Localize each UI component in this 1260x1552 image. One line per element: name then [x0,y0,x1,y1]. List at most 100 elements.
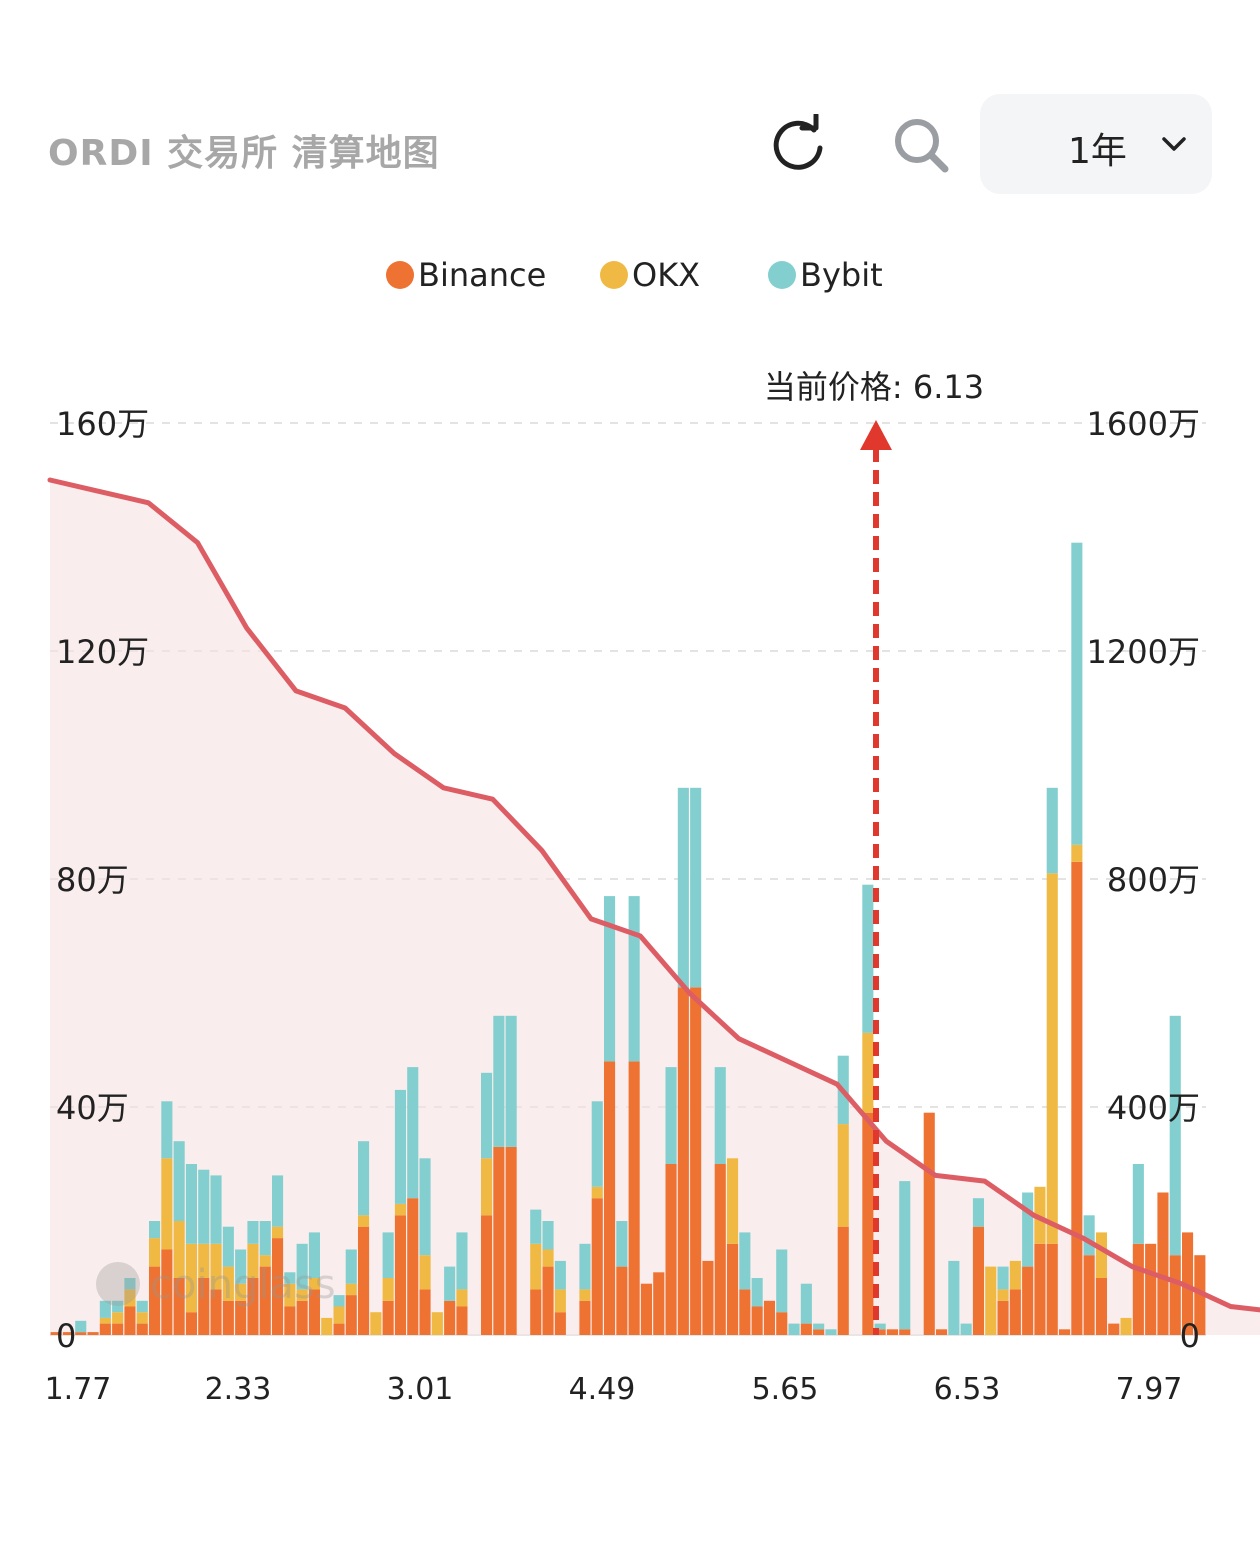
legend-item-bybit[interactable]: Bybit [768,252,883,298]
bar-bybit-77 [997,1266,1009,1290]
bar-binance-91 [1169,1255,1181,1335]
bar-okx-22 [321,1317,333,1335]
legend-item-binance[interactable]: Binance [386,252,546,298]
x-tick-6: 7.97 [1116,1372,1183,1407]
bar-bybit-7 [136,1300,148,1313]
bar-bybit-18 [272,1175,284,1227]
bar-okx-40 [542,1249,554,1267]
x-tick-1: 2.33 [205,1372,272,1407]
bar-bybit-43 [579,1243,591,1290]
bar-binance-5 [112,1323,124,1335]
bar-binance-92 [1182,1232,1194,1335]
bar-binance-30 [419,1289,431,1335]
search-button[interactable] [890,114,954,178]
bar-okx-81 [1046,873,1058,1244]
bar-okx-8 [149,1238,161,1267]
bar-bybit-21 [308,1232,320,1278]
bar-binance-85 [1095,1278,1107,1335]
bar-binance-51 [677,987,689,1335]
bar-bybit-32 [444,1266,456,1301]
bar-okx-7 [136,1312,148,1324]
bar-okx-78 [1009,1260,1021,1290]
bar-okx-35 [481,1158,493,1216]
bar-binance-23 [333,1323,345,1335]
bar-okx-66 [862,1032,874,1113]
bar-bybit-16 [247,1221,259,1244]
bar-bybit-19 [284,1272,296,1284]
bar-binance-1 [62,1332,74,1335]
bar-bybit-29 [407,1067,419,1199]
bar-binance-33 [456,1306,468,1335]
bar-binance-59 [776,1312,788,1335]
bar-bybit-73 [948,1260,960,1335]
bar-okx-14 [222,1266,234,1301]
bar-okx-6 [124,1289,136,1307]
bar-binance-3 [87,1332,99,1335]
y-left-tick-3: 120万 [56,633,149,671]
long-liquidation-line [47,477,1260,1313]
bar-binance-37 [505,1146,517,1335]
bar-binance-40 [542,1266,554,1335]
bar-binance-47 [628,1061,640,1335]
page-title: ORDI 交易所 清算地图 [48,133,440,174]
bar-binance-81 [1046,1243,1058,1335]
bar-okx-77 [997,1289,1009,1301]
bar-binance-11 [185,1312,197,1335]
bar-binance-52 [690,987,702,1335]
search-icon [895,119,949,173]
bar-binance-0 [50,1332,62,1335]
bar-binance-35 [481,1215,493,1335]
y-right-tick-1: 400万 [1107,1089,1200,1127]
period-select-value: 1年 [1068,131,1127,172]
bar-okx-19 [284,1283,296,1307]
y-left-tick-0: 0 [56,1317,76,1355]
bar-binance-17 [259,1266,271,1335]
bar-binance-86 [1108,1323,1120,1335]
bar-bybit-12 [198,1169,210,1244]
bar-bybit-9 [161,1101,173,1159]
bar-bybit-67 [874,1323,886,1330]
bar-binance-18 [272,1238,284,1335]
bar-okx-43 [579,1289,591,1301]
bar-binance-29 [407,1198,419,1335]
bar-okx-76 [985,1266,997,1335]
current-price-label: 当前价格: 6.13 [764,368,984,406]
bar-binance-48 [640,1283,652,1335]
legend-label-bybit: Bybit [800,256,883,294]
bar-binance-36 [493,1146,505,1335]
bar-okx-24 [345,1283,357,1296]
bar-bybit-54 [714,1067,726,1164]
y-right-tick-3: 1200万 [1087,633,1200,671]
bar-okx-27 [382,1278,394,1301]
bar-bybit-6 [124,1278,136,1290]
bar-bybit-84 [1083,1215,1095,1256]
bar-okx-16 [247,1243,259,1278]
bar-binance-54 [714,1164,726,1335]
bar-bybit-60 [788,1323,800,1335]
bar-binance-84 [1083,1255,1095,1335]
bar-okx-28 [394,1203,406,1216]
bar-okx-23 [333,1306,345,1324]
bar-binance-4 [99,1323,111,1335]
bar-bybit-4 [99,1300,111,1318]
bar-binance-32 [444,1300,456,1335]
refresh-icon [773,112,823,170]
legend-item-okx[interactable]: OKX [600,252,700,298]
x-tick-3: 4.49 [569,1372,636,1407]
bar-okx-31 [431,1312,443,1335]
bar-bybit-11 [185,1164,197,1244]
chevron-down-icon [1162,137,1186,151]
bar-okx-87 [1120,1317,1132,1335]
period-select[interactable]: 1年 [980,94,1212,194]
bar-bybit-15 [235,1249,247,1284]
bar-binance-39 [530,1289,542,1335]
refresh-button[interactable] [766,112,830,178]
bar-binance-8 [149,1266,161,1335]
bar-bybit-66 [862,884,874,1033]
bar-binance-90 [1157,1192,1169,1335]
y-right-tick-4: 1600万 [1087,405,1200,443]
bar-bybit-63 [825,1329,837,1335]
bar-binance-72 [936,1329,948,1335]
bar-bybit-83 [1071,542,1083,845]
bar-binance-13 [210,1289,222,1335]
